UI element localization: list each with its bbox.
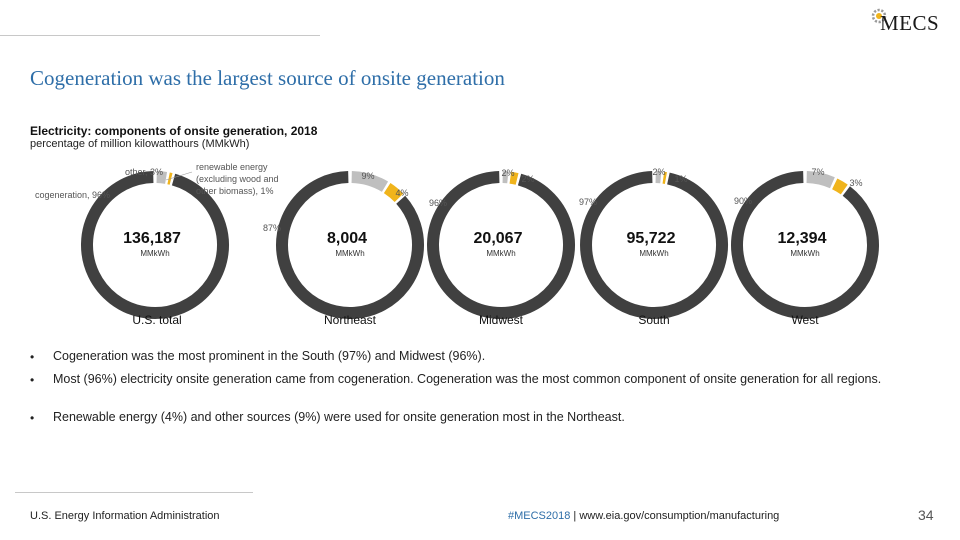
slice-label-renewable-line: (excluding wood and [196, 174, 279, 184]
slice-cogeneration [276, 171, 424, 319]
slice-cogeneration [81, 171, 229, 319]
slice-other [351, 171, 389, 192]
slice-label-renewable: renewable energy (excluding wood and other… [165, 162, 279, 196]
bullet-marker: • [30, 411, 35, 425]
slice-label-other: other, 3% [125, 167, 163, 177]
slice-cogeneration [580, 171, 728, 319]
slice-label-cogeneration: 87% [263, 223, 281, 233]
chart-unit-label: MMkWh [140, 249, 169, 258]
slice-renewable [383, 183, 404, 203]
footer-separator: | [570, 510, 580, 522]
logo-text: MECS [880, 11, 940, 35]
footer-divider [15, 492, 253, 493]
chart-total-value: 12,394 [778, 230, 827, 247]
chart-total-value: 136,187 [123, 230, 181, 247]
slice-cogeneration [731, 171, 879, 319]
page-number: 34 [918, 507, 934, 523]
slice-label-other: 7% [811, 167, 824, 177]
region-label: Midwest [479, 313, 524, 327]
slice-label-other: 9% [361, 171, 374, 181]
slice-label-renewable: 4% [395, 188, 408, 198]
slice-other [156, 171, 168, 184]
donut-chart-northeast: 8,004 MMkWh Northeast 9% 4% 87% [263, 171, 424, 327]
slice-cogeneration [427, 171, 575, 319]
slice-other [806, 171, 835, 189]
footer-source: U.S. Energy Information Administration [30, 510, 220, 522]
slice-label-cogeneration: 90% [734, 196, 752, 206]
region-label: U.S. total [132, 313, 181, 327]
footer-hashtag: #MECS2018 [508, 510, 571, 522]
chart-unit-label: MMkWh [335, 249, 364, 258]
chart-total-value: 8,004 [327, 230, 367, 247]
chart-subtitle: percentage of million kilowatthours (MMk… [30, 138, 250, 150]
slice-label-renewable-line: renewable energy [196, 162, 268, 172]
footer-url[interactable]: www.eia.gov/consumption/manufacturing [579, 510, 780, 522]
region-label: South [638, 313, 669, 327]
region-label: Northeast [324, 313, 377, 327]
slice-label-cogeneration: 96% [429, 198, 447, 208]
bullet-marker: • [30, 373, 35, 387]
label-leader-line [165, 171, 193, 181]
slice-label-other: 2% [501, 168, 514, 178]
slice-label-renewable: 3% [849, 178, 862, 188]
slice-label-renewable: 2% [521, 174, 534, 184]
slide-title: Cogeneration was the largest source of o… [30, 66, 505, 90]
slice-label-renewable-line: other biomass), 1% [196, 186, 274, 196]
chart-total-value: 20,067 [474, 230, 523, 247]
donut-charts: 136,187 MMkWh U.S. total other, 3% cogenerat… [35, 162, 879, 327]
region-label: West [791, 313, 819, 327]
bullet-item: Most (96%) electricity onsite generation… [53, 372, 882, 386]
bullet-item: Renewable energy (4%) and other sources … [53, 410, 625, 424]
bullet-marker: • [30, 350, 35, 364]
chart-unit-label: MMkWh [790, 249, 819, 258]
chart-total-value: 95,722 [627, 230, 676, 247]
donut-chart-west: 12,394 MMkWh West 7% 3% 90% [731, 167, 879, 327]
donut-chart-midwest: 20,067 MMkWh Midwest 2% 2% 96% [427, 168, 575, 327]
chart-unit-label: MMkWh [486, 249, 515, 258]
slice-renewable [509, 171, 519, 185]
slice-label-renewable: 1% [674, 174, 687, 184]
chart-title: Electricity: components of onsite genera… [30, 124, 318, 138]
slice-label-other: 2% [652, 167, 665, 177]
slice-label-cogeneration: cogeneration, 96% [35, 190, 110, 200]
bullet-item: Cogeneration was the most prominent in t… [53, 349, 486, 363]
slice-renewable [831, 178, 848, 195]
footer-link[interactable]: #MECS2018 | www.eia.gov/consumption/manu… [508, 510, 779, 522]
chart-unit-label: MMkWh [639, 249, 668, 258]
slice-label-cogeneration: 97% [579, 197, 597, 207]
gear-icon [871, 8, 887, 24]
donut-chart-south: 95,722 MMkWh South 2% 1% 97% [579, 167, 728, 327]
donut-chart-u-s-total: 136,187 MMkWh U.S. total other, 3% cogenerat… [35, 167, 229, 327]
mecs-logo: MECS [868, 2, 948, 36]
header-divider [0, 35, 320, 36]
